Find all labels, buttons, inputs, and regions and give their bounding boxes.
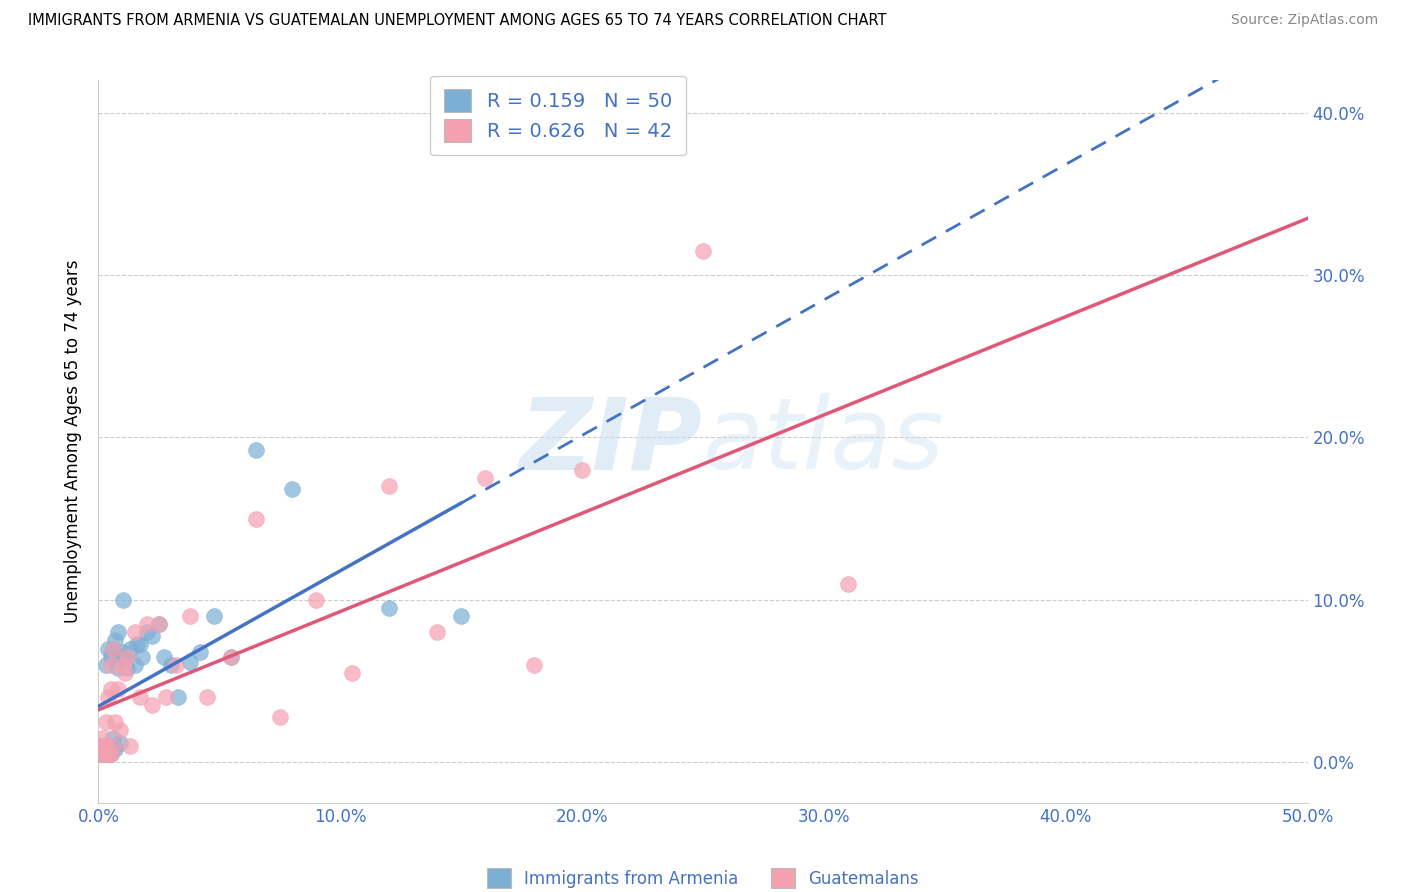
Point (90, 739, 112, 753)
Point (91, 742, 114, 756)
Point (97, 747, 120, 761)
Point (342, 665, 364, 680)
Point (195, 690, 218, 705)
Point (155, 690, 177, 705)
Point (124, 657, 146, 672)
Point (94, 747, 117, 761)
Point (100, 747, 122, 761)
Point (245, 443, 267, 458)
Point (101, 731, 124, 745)
Point (101, 739, 124, 753)
Point (450, 609, 472, 624)
Point (118, 641, 141, 656)
Point (426, 625, 449, 640)
Point (179, 609, 201, 624)
Point (97, 690, 120, 705)
Point (111, 645, 134, 659)
Point (90, 747, 112, 761)
Point (101, 641, 124, 656)
Point (377, 601, 399, 615)
Point (135, 625, 157, 640)
Point (101, 739, 124, 753)
Point (571, 463, 593, 477)
Point (837, 576, 859, 591)
Point (100, 747, 122, 761)
Point (221, 649, 243, 664)
Point (100, 742, 122, 756)
Point (94, 747, 117, 761)
Point (91, 747, 114, 761)
Point (111, 657, 134, 672)
Point (108, 736, 131, 750)
Point (179, 655, 201, 669)
Text: atlas: atlas (703, 393, 945, 490)
Point (111, 592, 134, 607)
Point (148, 617, 170, 632)
Y-axis label: Unemployment Among Ages 65 to 74 years: Unemployment Among Ages 65 to 74 years (65, 260, 83, 624)
Point (165, 657, 187, 672)
Point (692, 244, 714, 258)
Point (160, 657, 183, 672)
Point (114, 665, 136, 680)
Point (117, 649, 139, 664)
Point (101, 641, 124, 656)
Point (91, 744, 114, 758)
Point (91, 747, 114, 761)
Point (94, 739, 117, 753)
Point (474, 471, 496, 485)
Point (91, 747, 114, 761)
Point (108, 723, 131, 737)
Point (104, 742, 127, 756)
Point (245, 511, 267, 525)
Point (104, 633, 127, 648)
Point (167, 690, 190, 705)
Point (269, 710, 291, 724)
Point (152, 649, 174, 664)
Point (94, 714, 117, 729)
Text: Source: ZipAtlas.com: Source: ZipAtlas.com (1230, 13, 1378, 28)
Point (221, 649, 243, 664)
Point (127, 637, 149, 651)
Point (148, 617, 170, 632)
Point (90, 739, 112, 753)
Point (305, 592, 328, 607)
Point (104, 714, 127, 729)
Point (97, 641, 120, 656)
Point (377, 479, 399, 493)
Point (94, 744, 117, 758)
Point (135, 617, 157, 632)
Legend: Immigrants from Armenia, Guatemalans: Immigrants from Armenia, Guatemalans (481, 862, 925, 892)
Point (117, 661, 139, 675)
Text: IMMIGRANTS FROM ARMENIA VS GUATEMALAN UNEMPLOYMENT AMONG AGES 65 TO 74 YEARS COR: IMMIGRANTS FROM ARMENIA VS GUATEMALAN UN… (28, 13, 887, 29)
Point (118, 739, 141, 753)
Point (107, 661, 129, 675)
Point (128, 637, 150, 651)
Point (100, 682, 122, 697)
Point (97, 742, 120, 756)
Point (97, 747, 120, 761)
Point (124, 625, 146, 640)
Point (94, 657, 117, 672)
Point (281, 483, 304, 497)
Text: ZIP: ZIP (520, 393, 703, 490)
Point (188, 645, 211, 659)
Point (204, 609, 226, 624)
Point (141, 629, 163, 643)
Point (94, 747, 117, 761)
Point (94, 747, 117, 761)
Point (523, 657, 546, 672)
Point (107, 625, 129, 640)
Point (131, 649, 153, 664)
Point (90, 747, 112, 761)
Point (108, 649, 131, 664)
Point (97, 739, 120, 753)
Point (128, 690, 150, 705)
Point (141, 698, 163, 713)
Point (100, 657, 122, 672)
Point (114, 649, 136, 664)
Point (100, 649, 122, 664)
Point (91, 731, 114, 745)
Point (107, 682, 129, 697)
